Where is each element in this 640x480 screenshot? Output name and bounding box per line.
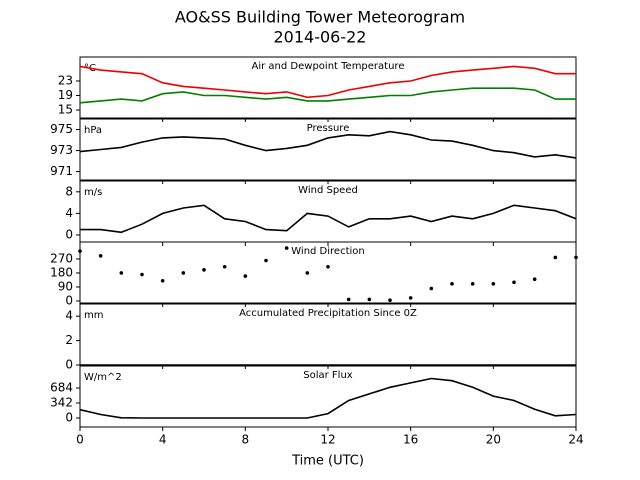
point xyxy=(305,271,310,275)
y-tick-label: 975 xyxy=(50,122,73,136)
y-tick-label: 180 xyxy=(50,265,73,279)
panel-title: Solar Flux xyxy=(303,370,353,381)
y-tick-label: 342 xyxy=(50,396,73,410)
line xyxy=(79,65,576,99)
x-tick-label: 0 xyxy=(76,433,84,447)
point xyxy=(470,282,475,286)
unit-label: mm xyxy=(84,310,103,321)
y-tick-label: 8 xyxy=(65,184,73,198)
subtitle: 2014-06-22 xyxy=(274,28,367,47)
panel-title: Pressure xyxy=(307,123,350,134)
point xyxy=(450,282,454,286)
point xyxy=(491,282,496,286)
x-tick-label: 8 xyxy=(242,433,250,447)
x-tick-label: 20 xyxy=(486,433,501,447)
point xyxy=(140,272,144,277)
y-tick-label: 0 xyxy=(65,358,73,372)
point xyxy=(264,258,268,263)
point xyxy=(243,274,248,278)
point xyxy=(160,278,165,283)
panel-title: Wind Speed xyxy=(298,185,358,196)
line xyxy=(79,377,577,419)
y-tick-label: 23 xyxy=(58,73,73,87)
line xyxy=(79,87,576,104)
y-tick-label: 0 xyxy=(65,293,73,307)
y-tick-label: 270 xyxy=(50,251,73,265)
point xyxy=(202,268,206,272)
y-tick-label: 19 xyxy=(58,88,73,102)
x-axis-label: Time (UTC) xyxy=(291,454,364,469)
unit-label: hPa xyxy=(84,125,102,136)
title: AO&SS Building Tower Meteorogram xyxy=(175,8,465,27)
point xyxy=(284,246,289,250)
y-tick-label: 684 xyxy=(50,381,73,395)
x-tick-label: 16 xyxy=(403,433,418,447)
y-tick-label: 973 xyxy=(50,143,73,157)
y-tick-label: 90 xyxy=(58,279,73,293)
panel-title: Accumulated Precipitation Since 0Z xyxy=(239,308,417,319)
x-tick-label: 4 xyxy=(159,433,167,447)
point xyxy=(429,286,434,291)
x-tick-label: 24 xyxy=(568,433,583,447)
point xyxy=(532,277,537,281)
panel-title: Air and Dewpoint Temperature xyxy=(252,61,405,72)
y-tick-label: 2 xyxy=(65,333,73,347)
point xyxy=(119,271,124,275)
y-tick-label: 0 xyxy=(65,411,73,425)
y-tick-label: 15 xyxy=(58,103,73,117)
y-tick-label: 971 xyxy=(50,164,73,178)
point xyxy=(367,297,372,302)
point xyxy=(388,298,392,302)
line xyxy=(79,130,577,159)
point xyxy=(574,255,578,260)
point xyxy=(181,271,186,275)
point xyxy=(553,255,558,260)
point xyxy=(408,296,413,300)
x-tick-label: 12 xyxy=(320,433,335,447)
point xyxy=(222,264,227,269)
point xyxy=(98,254,103,258)
unit-label: m/s xyxy=(84,187,102,198)
y-tick-label: 0 xyxy=(65,227,73,241)
unit-label: W/m^2 xyxy=(84,372,122,383)
line xyxy=(80,204,577,234)
y-tick-label: 4 xyxy=(65,309,73,323)
point xyxy=(346,297,351,302)
point xyxy=(326,264,330,269)
point xyxy=(512,280,516,285)
y-tick-label: 4 xyxy=(65,206,73,220)
panel-title: Wind Direction xyxy=(291,246,365,257)
point xyxy=(78,249,82,253)
